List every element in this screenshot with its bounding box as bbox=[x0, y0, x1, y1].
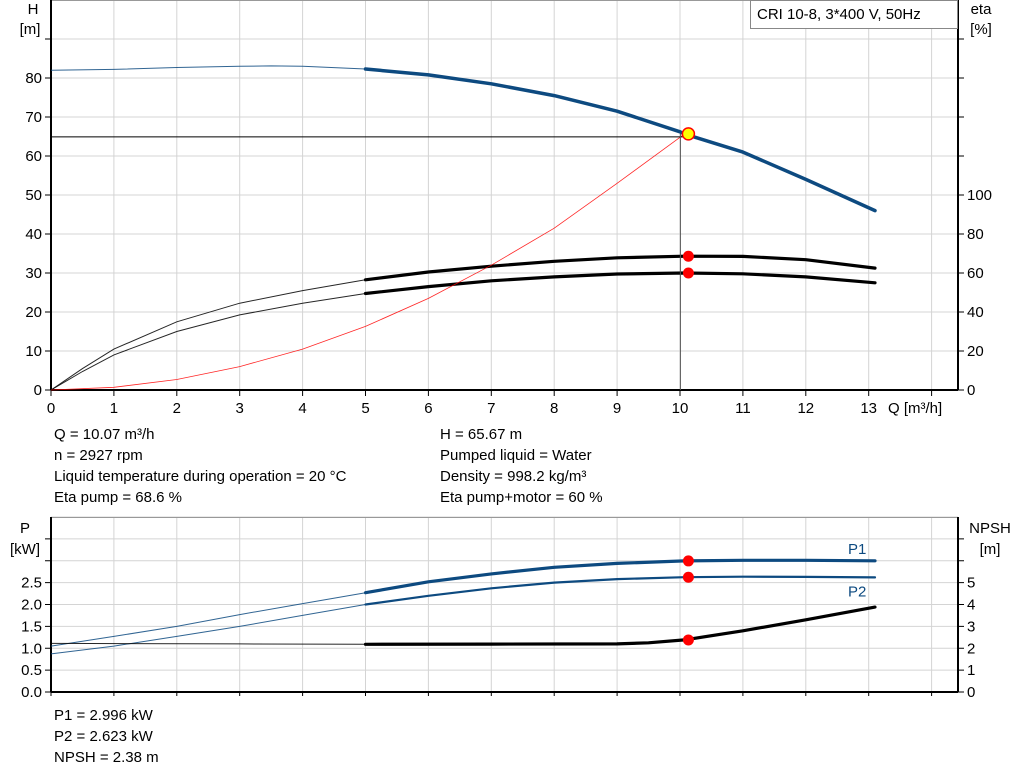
eta-pump-motor-marker bbox=[682, 267, 694, 279]
y-tick-label-left: 70 bbox=[25, 109, 42, 126]
series-label-p1: P1 bbox=[848, 541, 866, 558]
y-tick-label-right: 80 bbox=[967, 226, 984, 243]
y-tick-label-left: 1.0 bbox=[21, 640, 42, 657]
x-tick-label: 9 bbox=[613, 400, 621, 417]
y-tick-label-right: 2 bbox=[967, 640, 975, 657]
y-axis-unit-right: [m] bbox=[980, 541, 1001, 558]
p2-marker bbox=[682, 571, 694, 583]
x-axis-label: Q [m³/h] bbox=[888, 400, 942, 417]
info-left: Q = 10.07 m³/h n = 2927 rpm Liquid tempe… bbox=[54, 424, 346, 508]
y-tick-label-right: 1 bbox=[967, 662, 975, 679]
series-1-2-curve bbox=[363, 254, 877, 282]
operating-point-marker bbox=[681, 127, 696, 141]
x-tick-label: 5 bbox=[361, 400, 369, 417]
x-tick-label: 0 bbox=[47, 400, 55, 417]
series-2-3-curve-thin bbox=[50, 642, 366, 645]
y-tick-label-right: 60 bbox=[967, 265, 984, 282]
series-1-2-curve-thin bbox=[50, 279, 366, 391]
x-tick-label: 12 bbox=[797, 400, 814, 417]
y-tick-label-left: 0.5 bbox=[21, 662, 42, 679]
y-tick-label-right: 100 bbox=[967, 187, 992, 204]
info-eta-pump-motor: Eta pump+motor = 60 % bbox=[440, 489, 603, 506]
x-tick-label: 7 bbox=[487, 400, 495, 417]
eta-pump-marker bbox=[682, 250, 694, 262]
y-tick-label-left: 1.5 bbox=[21, 618, 42, 635]
y-tick-label-right: 20 bbox=[967, 343, 984, 360]
x-tick-label: 10 bbox=[672, 400, 689, 417]
y-tick-label-left: 0 bbox=[34, 382, 42, 399]
series-1-1-curve-thin bbox=[50, 65, 366, 71]
x-tick-label: 13 bbox=[860, 400, 877, 417]
y-tick-label-right: 5 bbox=[967, 575, 975, 592]
x-tick-label: 11 bbox=[735, 400, 751, 417]
y-axis-label-left: P bbox=[20, 520, 30, 537]
legend-text: CRI 10-8, 3*400 V, 50Hz bbox=[757, 6, 921, 23]
p2-curve bbox=[364, 575, 877, 606]
y-tick-label-left: 2.5 bbox=[21, 575, 42, 592]
y-tick-label-right: 0 bbox=[967, 684, 975, 701]
series-1-4-curve-thin bbox=[50, 133, 685, 391]
info-density: Density = 998.2 kg/m³ bbox=[440, 468, 587, 485]
y-tick-label-right: 0 bbox=[967, 382, 975, 399]
info-liquid: Pumped liquid = Water bbox=[440, 447, 592, 464]
info-eta-pump: Eta pump = 68.6 % bbox=[54, 489, 182, 506]
info-p2: P2 = 2.623 kW bbox=[54, 728, 153, 745]
y-tick-label-left: 30 bbox=[25, 265, 42, 282]
series-1-3-curve-thin bbox=[50, 293, 366, 391]
y-tick-label-right: 4 bbox=[967, 597, 975, 614]
y-tick-label-left: 40 bbox=[25, 226, 42, 243]
y-tick-label-left: 2.0 bbox=[21, 597, 42, 614]
info-temperature: Liquid temperature during operation = 20… bbox=[54, 468, 347, 485]
series-label-p2: P2 bbox=[848, 583, 866, 600]
y-axis-unit-left: [kW] bbox=[10, 541, 40, 558]
info-bottom: P1 = 2.996 kW P2 = 2.623 kW NPSH = 2.38 … bbox=[54, 705, 159, 768]
y-tick-label-left: 10 bbox=[25, 343, 42, 360]
series-2-3-curve bbox=[363, 605, 877, 646]
x-tick-label: 3 bbox=[236, 400, 244, 417]
info-p1: P1 = 2.996 kW bbox=[54, 707, 153, 724]
y-axis-unit-left: [m] bbox=[20, 21, 41, 38]
x-tick-label: 8 bbox=[550, 400, 558, 417]
y-tick-label-right: 3 bbox=[967, 618, 975, 635]
y-tick-label-left: 20 bbox=[25, 304, 42, 321]
y-tick-label-right: 40 bbox=[967, 304, 984, 321]
info-q: Q = 10.07 m³/h bbox=[54, 426, 155, 443]
y-axis-label-right: NPSH bbox=[969, 520, 1011, 537]
y-axis-label-right: eta bbox=[971, 1, 993, 18]
p1-marker bbox=[682, 555, 694, 567]
y-tick-label-left: 60 bbox=[25, 148, 42, 165]
y-tick-label-left: 80 bbox=[25, 70, 42, 87]
series-1-1-curve bbox=[363, 67, 877, 213]
p1-curve bbox=[363, 558, 877, 595]
y-tick-label-left: 0.0 bbox=[21, 684, 42, 701]
p2-curve-thin bbox=[50, 604, 366, 655]
x-tick-label: 4 bbox=[298, 400, 306, 417]
series-1-3-curve bbox=[363, 271, 877, 296]
x-tick-label: 2 bbox=[173, 400, 181, 417]
info-speed: n = 2927 rpm bbox=[54, 447, 143, 464]
y-tick-label-left: 50 bbox=[25, 187, 42, 204]
legend-box bbox=[750, 0, 958, 29]
info-right: H = 65.67 m Pumped liquid = Water Densit… bbox=[440, 424, 603, 508]
info-h: H = 65.67 m bbox=[440, 426, 523, 443]
info-npsh: NPSH = 2.38 m bbox=[54, 749, 159, 766]
y-axis-unit-right: [%] bbox=[970, 21, 992, 38]
p1-curve-thin bbox=[50, 592, 366, 647]
npsh-marker bbox=[682, 634, 694, 646]
y-axis-label-left: H bbox=[28, 1, 39, 18]
x-tick-label: 1 bbox=[110, 400, 118, 417]
x-tick-label: 6 bbox=[424, 400, 432, 417]
